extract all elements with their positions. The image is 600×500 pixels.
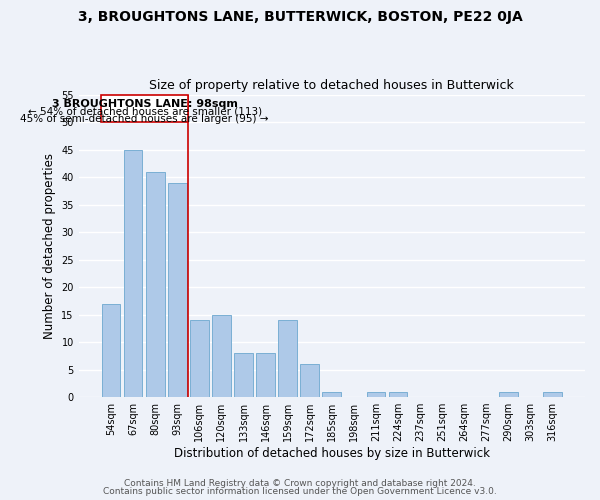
Bar <box>101 304 121 397</box>
Bar <box>190 320 209 397</box>
Text: 3 BROUGHTONS LANE: 98sqm: 3 BROUGHTONS LANE: 98sqm <box>52 99 238 109</box>
Bar <box>168 182 187 397</box>
Bar <box>543 392 562 397</box>
Bar <box>256 353 275 397</box>
Y-axis label: Number of detached properties: Number of detached properties <box>43 153 56 339</box>
Bar <box>278 320 297 397</box>
Text: Contains HM Land Registry data © Crown copyright and database right 2024.: Contains HM Land Registry data © Crown c… <box>124 478 476 488</box>
Bar <box>322 392 341 397</box>
Text: 3, BROUGHTONS LANE, BUTTERWICK, BOSTON, PE22 0JA: 3, BROUGHTONS LANE, BUTTERWICK, BOSTON, … <box>77 10 523 24</box>
Bar <box>212 314 231 397</box>
Bar <box>101 94 188 122</box>
Bar <box>367 392 385 397</box>
Text: 45% of semi-detached houses are larger (95) →: 45% of semi-detached houses are larger (… <box>20 114 269 124</box>
Bar <box>389 392 407 397</box>
Text: Contains public sector information licensed under the Open Government Licence v3: Contains public sector information licen… <box>103 487 497 496</box>
Bar <box>234 353 253 397</box>
Bar <box>301 364 319 397</box>
Bar <box>146 172 164 397</box>
Bar <box>124 150 142 397</box>
Text: ← 54% of detached houses are smaller (113): ← 54% of detached houses are smaller (11… <box>28 106 262 117</box>
Bar <box>499 392 518 397</box>
Title: Size of property relative to detached houses in Butterwick: Size of property relative to detached ho… <box>149 79 514 92</box>
X-axis label: Distribution of detached houses by size in Butterwick: Distribution of detached houses by size … <box>174 447 490 460</box>
